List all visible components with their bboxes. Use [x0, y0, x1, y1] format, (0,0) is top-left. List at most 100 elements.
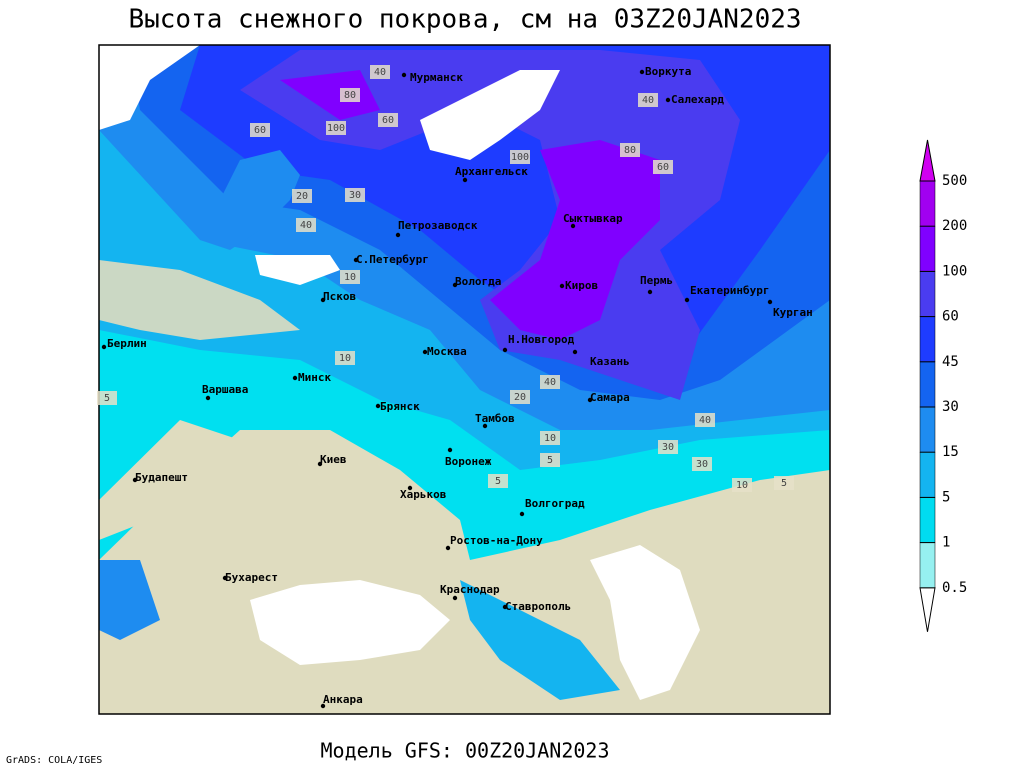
sea-north [99, 45, 200, 130]
contour-label: 40 [699, 415, 711, 426]
city-dot [665, 97, 671, 103]
city-dot [452, 595, 458, 601]
contour-label-bg [658, 440, 678, 454]
contour-label-bg [326, 121, 346, 135]
colorbar-segment [919, 225, 936, 272]
city-dot [422, 349, 428, 355]
city-dot [639, 69, 645, 75]
city-dot [395, 232, 401, 238]
city-label: Н.Новгород [508, 333, 575, 346]
city-dot [502, 347, 508, 353]
colorbar-label: 1 [942, 535, 950, 551]
contour-label-bg [378, 113, 398, 127]
city-label: Киев [320, 453, 347, 466]
contour-label: 5 [104, 393, 110, 404]
city-label: Вологда [455, 275, 501, 288]
city-dot [452, 282, 458, 288]
contour-label-bg [296, 218, 316, 232]
colorbar-segment [919, 316, 936, 363]
contour-label: 30 [696, 459, 708, 470]
land-bare [99, 420, 240, 540]
contour-label: 60 [657, 162, 669, 173]
caspian-sea [590, 545, 700, 700]
city-label: Воронеж [445, 455, 492, 468]
city-label: Петрозаводск [398, 219, 478, 232]
city-dot [684, 297, 690, 303]
contour-label: 80 [624, 145, 636, 156]
city-label: Бухарест [225, 571, 278, 584]
city-label: Москва [427, 345, 467, 358]
city-label: Екатеринбург [690, 284, 769, 297]
contour-label: 5 [547, 455, 553, 466]
colorbar-label: 45 [942, 354, 959, 370]
colorbar-label: 30 [942, 399, 959, 415]
snow-60-100 [240, 50, 740, 400]
city-label: Курган [773, 306, 813, 319]
city-dot [353, 257, 359, 263]
colorbar-segment [919, 542, 936, 589]
contour-label-bg [732, 478, 752, 492]
city-dot [101, 344, 107, 350]
contour-label-bg [335, 351, 355, 365]
city-label: Харьков [400, 488, 446, 501]
city-label: Анкара [323, 693, 363, 706]
city-dot [407, 485, 413, 491]
city-dot [572, 349, 578, 355]
contour-label: 10 [544, 433, 556, 444]
city-dot [482, 423, 488, 429]
city-label: Сыктывкар [563, 212, 623, 225]
contour-label: 10 [736, 480, 748, 491]
contour-label-bg [292, 189, 312, 203]
colorbar-segment [919, 361, 936, 408]
city-label: Волгоград [525, 497, 585, 510]
contour-label-bg [340, 270, 360, 284]
city-label: Тамбов [475, 412, 515, 425]
baltic-ice [200, 150, 300, 250]
contour-label-bg [692, 457, 712, 471]
contour-label: 30 [349, 190, 361, 201]
colorbar-triangle [919, 139, 936, 182]
city-label: Казань [590, 355, 630, 368]
contour-label-bg [340, 88, 360, 102]
colorbar-segment [919, 497, 936, 543]
city-dot [570, 223, 576, 229]
contour-label-bg [250, 123, 270, 137]
city-dot [767, 299, 773, 305]
contour-label: 30 [662, 442, 674, 453]
contour-label: 20 [296, 191, 308, 202]
colorbar-triangle [919, 587, 936, 632]
city-label: Мурманск [410, 71, 463, 84]
colorbar-label: 100 [942, 263, 967, 279]
alps-snow [99, 560, 160, 640]
city-label: Псков [323, 290, 356, 303]
city-dot [375, 403, 381, 409]
city-dot [320, 703, 326, 709]
contour-label-bg [97, 391, 117, 405]
contour-label-bg [345, 188, 365, 202]
contour-label-bg [540, 375, 560, 389]
caucasus-snow [460, 580, 620, 700]
contour-label: 60 [382, 115, 394, 126]
city-label: Краснодар [440, 583, 500, 596]
colorbar-label: 200 [942, 218, 967, 234]
contour-label-bg [695, 413, 715, 427]
snow-100-200 [280, 70, 660, 340]
contour-label-bg [540, 431, 560, 445]
colorbar-segment [919, 451, 936, 498]
contour-label: 40 [544, 377, 556, 388]
city-label: Ростов-на-Дону [450, 534, 543, 547]
gulf-finland [255, 255, 340, 285]
title: Высота снежного покрова, см на 03Z20JAN2… [128, 5, 801, 35]
colorbar-segment [919, 271, 936, 317]
contour-label: 5 [495, 476, 501, 487]
credit: GrADS: COLA/IGES [6, 755, 102, 766]
colorbar-label: 500 [942, 173, 967, 189]
contour-label: 40 [642, 95, 654, 106]
city-dot [222, 575, 228, 581]
colorbar-segment [919, 406, 936, 453]
city-dot [447, 447, 453, 453]
contour-label: 10 [344, 272, 356, 283]
colorbar-label: 0.5 [942, 580, 967, 596]
contour-label: 80 [344, 90, 356, 101]
contour-label-bg [510, 390, 530, 404]
